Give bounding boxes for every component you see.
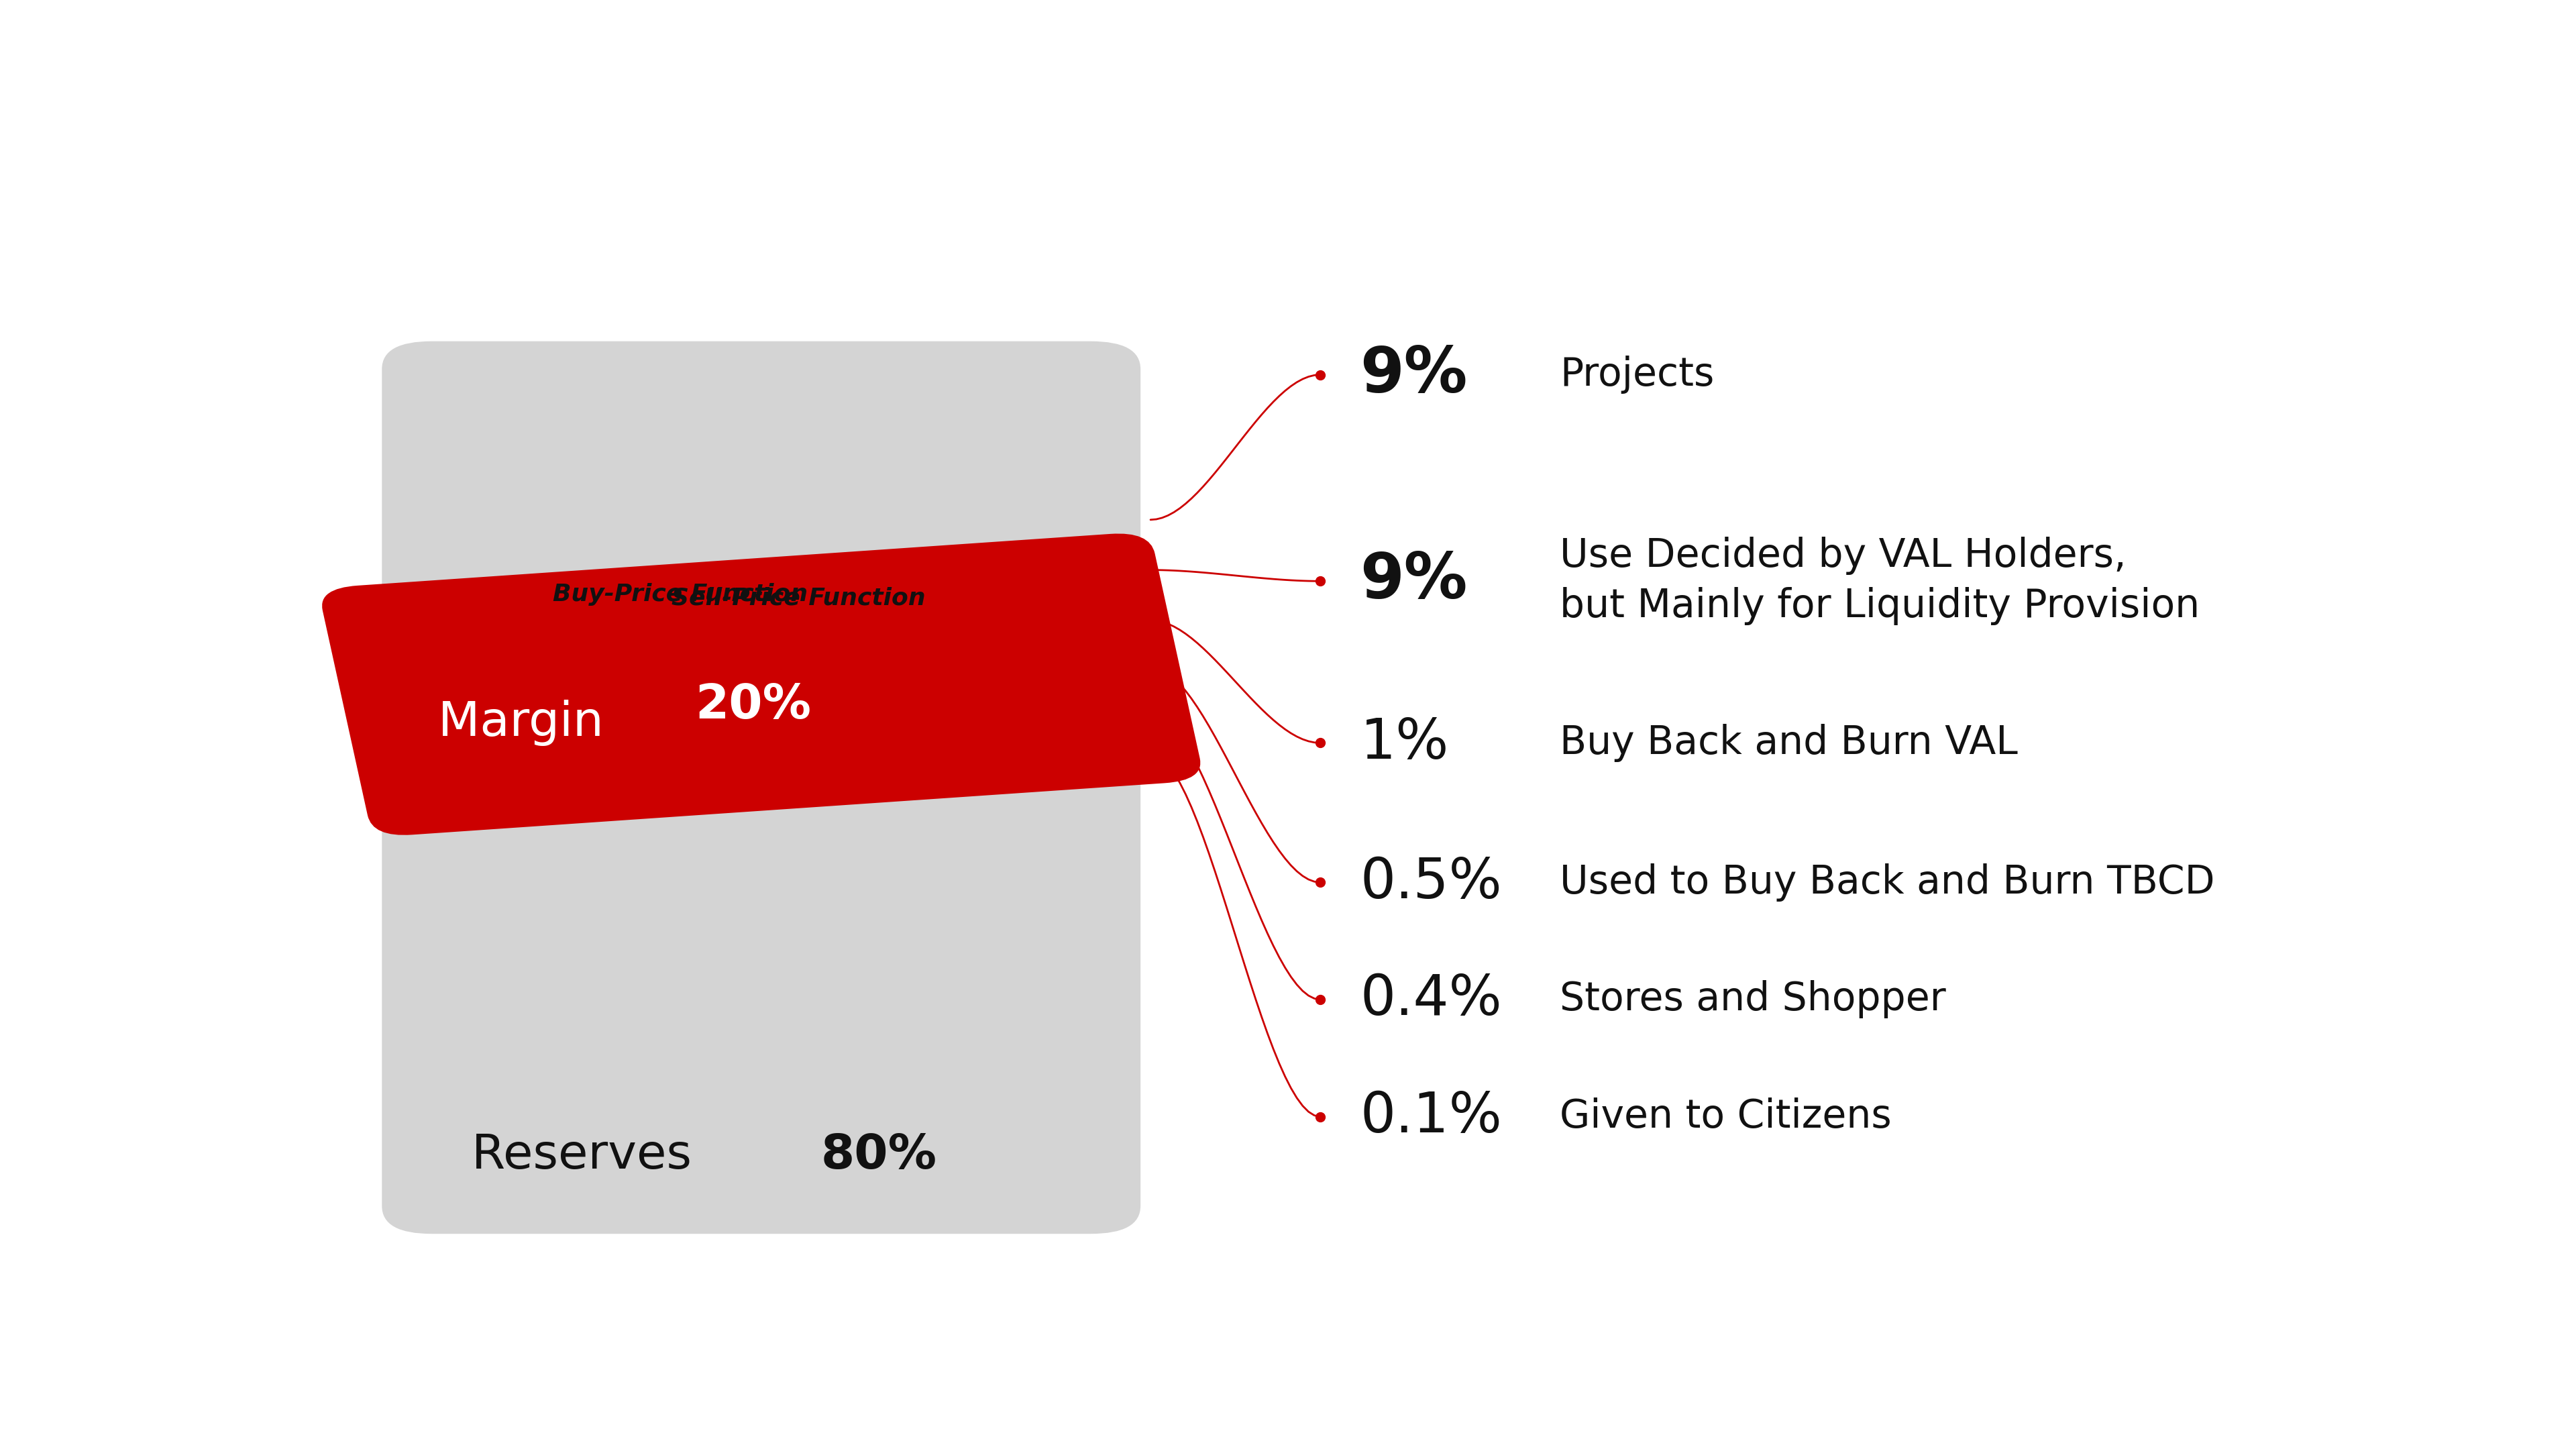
Text: 80%: 80% [822, 1133, 938, 1179]
Text: Sell-Price Function: Sell-Price Function [672, 587, 925, 609]
Text: 9%: 9% [1360, 343, 1468, 406]
Text: Reserves: Reserves [471, 1133, 724, 1179]
Text: 1%: 1% [1360, 716, 1448, 769]
Text: Projects: Projects [1558, 355, 1713, 394]
FancyBboxPatch shape [322, 533, 1200, 835]
Text: Given to Citizens: Given to Citizens [1558, 1097, 1891, 1136]
Text: 0.4%: 0.4% [1360, 972, 1502, 1027]
Text: 0.5%: 0.5% [1360, 855, 1502, 910]
Text: Stores and Shopper: Stores and Shopper [1558, 981, 1945, 1019]
Text: 9%: 9% [1360, 551, 1468, 611]
Text: 0.1%: 0.1% [1360, 1090, 1502, 1143]
Text: Used to Buy Back and Burn TBCD: Used to Buy Back and Burn TBCD [1558, 864, 2215, 901]
Text: Buy-Price Function: Buy-Price Function [554, 582, 809, 606]
Text: Margin: Margin [438, 700, 618, 746]
Text: Buy Back and Burn VAL: Buy Back and Burn VAL [1558, 724, 2017, 762]
FancyBboxPatch shape [381, 341, 1141, 1235]
Text: Use Decided by VAL Holders,
but Mainly for Liquidity Provision: Use Decided by VAL Holders, but Mainly f… [1558, 536, 2200, 626]
Text: 20%: 20% [696, 682, 811, 729]
